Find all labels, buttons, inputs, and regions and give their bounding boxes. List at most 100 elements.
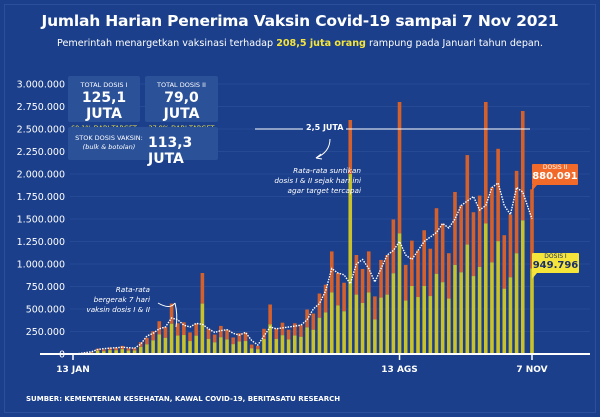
bar-dose1 bbox=[95, 350, 100, 354]
bar-dose2 bbox=[108, 347, 112, 351]
total-dose2-value: 79,0 JUTA bbox=[163, 90, 200, 122]
bar-dose1 bbox=[145, 344, 149, 354]
bar-dose1 bbox=[274, 338, 279, 354]
total-dose2-box: TOTAL DOSIS II 79,0 JUTA 37,9% DARI TARG… bbox=[145, 76, 218, 132]
bar-dose2 bbox=[206, 328, 211, 339]
bar-dose1 bbox=[329, 292, 334, 354]
moving-average-line bbox=[72, 181, 533, 355]
bar-dose1 bbox=[157, 334, 162, 354]
y-tick-label: 2.500.000 bbox=[17, 125, 65, 136]
bar-dose1 bbox=[280, 335, 285, 354]
bar-dose1 bbox=[175, 335, 180, 354]
bar-dose2 bbox=[256, 345, 260, 350]
source-text: SUMBER: KEMENTERIAN KESEHATAN, KAWAL COV… bbox=[26, 395, 341, 403]
bar-dose2 bbox=[508, 214, 513, 278]
bar-dose2 bbox=[477, 195, 482, 267]
total-dose1-label: TOTAL DOSIS I bbox=[80, 81, 128, 89]
bar-dose1 bbox=[200, 303, 205, 354]
bar-dose2 bbox=[366, 251, 371, 293]
bar-dose1 bbox=[243, 341, 248, 354]
bar-dose1 bbox=[219, 337, 223, 354]
bar-dose2 bbox=[286, 329, 291, 340]
y-tick-label: 1.250.000 bbox=[17, 237, 65, 248]
bar-dose2 bbox=[175, 323, 180, 336]
x-tick-label: 7 NOV bbox=[516, 365, 547, 375]
bar-dose1 bbox=[212, 342, 217, 354]
bar-dose1 bbox=[385, 294, 390, 354]
bar-dose1 bbox=[299, 336, 303, 354]
bar-dose2 bbox=[231, 337, 235, 345]
bar-dose2 bbox=[471, 212, 476, 277]
stock-box: STOK DOSIS VAKSIN: (bulk & botolan) 113,3… bbox=[68, 127, 218, 167]
bar-dose2 bbox=[274, 328, 279, 339]
bar-dose1 bbox=[305, 327, 309, 354]
bar-dose1 bbox=[465, 244, 470, 354]
bar-dose2 bbox=[157, 321, 162, 335]
ma-arrow-tail-icon bbox=[174, 302, 178, 328]
bar-dose2 bbox=[89, 351, 94, 353]
bar-dose2 bbox=[530, 189, 534, 269]
bar-dose1 bbox=[102, 351, 106, 354]
bar-dose1 bbox=[237, 341, 242, 354]
frame-border bbox=[4, 4, 596, 413]
bar-dose1 bbox=[360, 302, 365, 354]
chart-subtitle: Pemerintah menargetkan vaksinasi terhada… bbox=[0, 38, 600, 49]
bar-dose2 bbox=[379, 259, 383, 298]
bar-dose2 bbox=[102, 349, 106, 352]
dose2-callout-value: 880.091 bbox=[532, 171, 578, 182]
ma-note-line: Rata-rata bbox=[115, 285, 150, 294]
bar-dose2 bbox=[169, 303, 174, 324]
bar-dose2 bbox=[145, 337, 149, 345]
bar-dose2 bbox=[83, 352, 88, 354]
bar-dose1 bbox=[440, 282, 445, 354]
bar-dose1 bbox=[126, 350, 131, 354]
bar-dose1 bbox=[453, 264, 457, 354]
bar-dose1 bbox=[373, 319, 377, 354]
total-dose1-box: TOTAL DOSIS I 125,1 JUTA 60,1% DARI TARG… bbox=[68, 76, 140, 132]
bar-dose2 bbox=[440, 223, 445, 283]
target-note: Rata-rata suntikan dosis I & II sejak ha… bbox=[226, 166, 361, 196]
bar-dose2 bbox=[416, 250, 420, 298]
bar-dose1 bbox=[114, 350, 118, 354]
y-tick-label: 500.000 bbox=[26, 305, 65, 316]
bar-dose2 bbox=[200, 273, 205, 304]
bar-dose2 bbox=[182, 322, 186, 336]
bar-dose1 bbox=[120, 349, 125, 354]
stock-sublabel: (bulk & botolan) bbox=[82, 143, 136, 151]
y-tick-label: 1.500.000 bbox=[17, 215, 65, 226]
bar-dose2 bbox=[114, 347, 118, 351]
x-tick-label: 13 JAN bbox=[56, 365, 90, 375]
y-tick-label: 1.750.000 bbox=[17, 192, 65, 203]
bar-dose1 bbox=[366, 292, 371, 354]
y-tick-label: 2.000.000 bbox=[17, 170, 65, 181]
dose1-callout: DOSIS I 949.796 bbox=[532, 253, 579, 273]
bar-dose1 bbox=[348, 174, 353, 354]
bar-dose1 bbox=[422, 285, 426, 354]
bar-dose1 bbox=[416, 297, 420, 354]
subtitle-highlight: 208,5 juta orang bbox=[276, 38, 366, 49]
bar-dose2 bbox=[323, 284, 328, 313]
bar-dose1 bbox=[379, 297, 383, 354]
bar-dose2 bbox=[348, 120, 353, 174]
bar-dose1 bbox=[292, 335, 297, 354]
bar-dose2 bbox=[403, 264, 408, 301]
dose2-callout: DOSIS II 880.091 bbox=[532, 164, 578, 185]
bar-dose1 bbox=[268, 324, 272, 354]
dose1-callout-label: DOSIS I bbox=[544, 253, 567, 260]
bar-dose1 bbox=[410, 285, 414, 354]
bar-dose1 bbox=[342, 311, 346, 354]
bar-dose2 bbox=[428, 248, 433, 297]
target-line-label: 2,5 JUTA bbox=[303, 123, 347, 132]
bar-dose2 bbox=[422, 230, 426, 286]
bar-dose1 bbox=[496, 241, 500, 354]
bar-dose1 bbox=[490, 262, 494, 354]
bar-dose2 bbox=[502, 235, 507, 289]
bar-dose2 bbox=[354, 255, 359, 295]
dose1-callout-value: 949.796 bbox=[532, 260, 579, 271]
bar-dose1 bbox=[163, 337, 168, 354]
bar-dose2 bbox=[268, 304, 272, 325]
bar-dose1 bbox=[354, 294, 359, 354]
bar-dose2 bbox=[496, 148, 500, 242]
bar-dose2 bbox=[465, 155, 470, 245]
bar-dose2 bbox=[490, 187, 494, 263]
